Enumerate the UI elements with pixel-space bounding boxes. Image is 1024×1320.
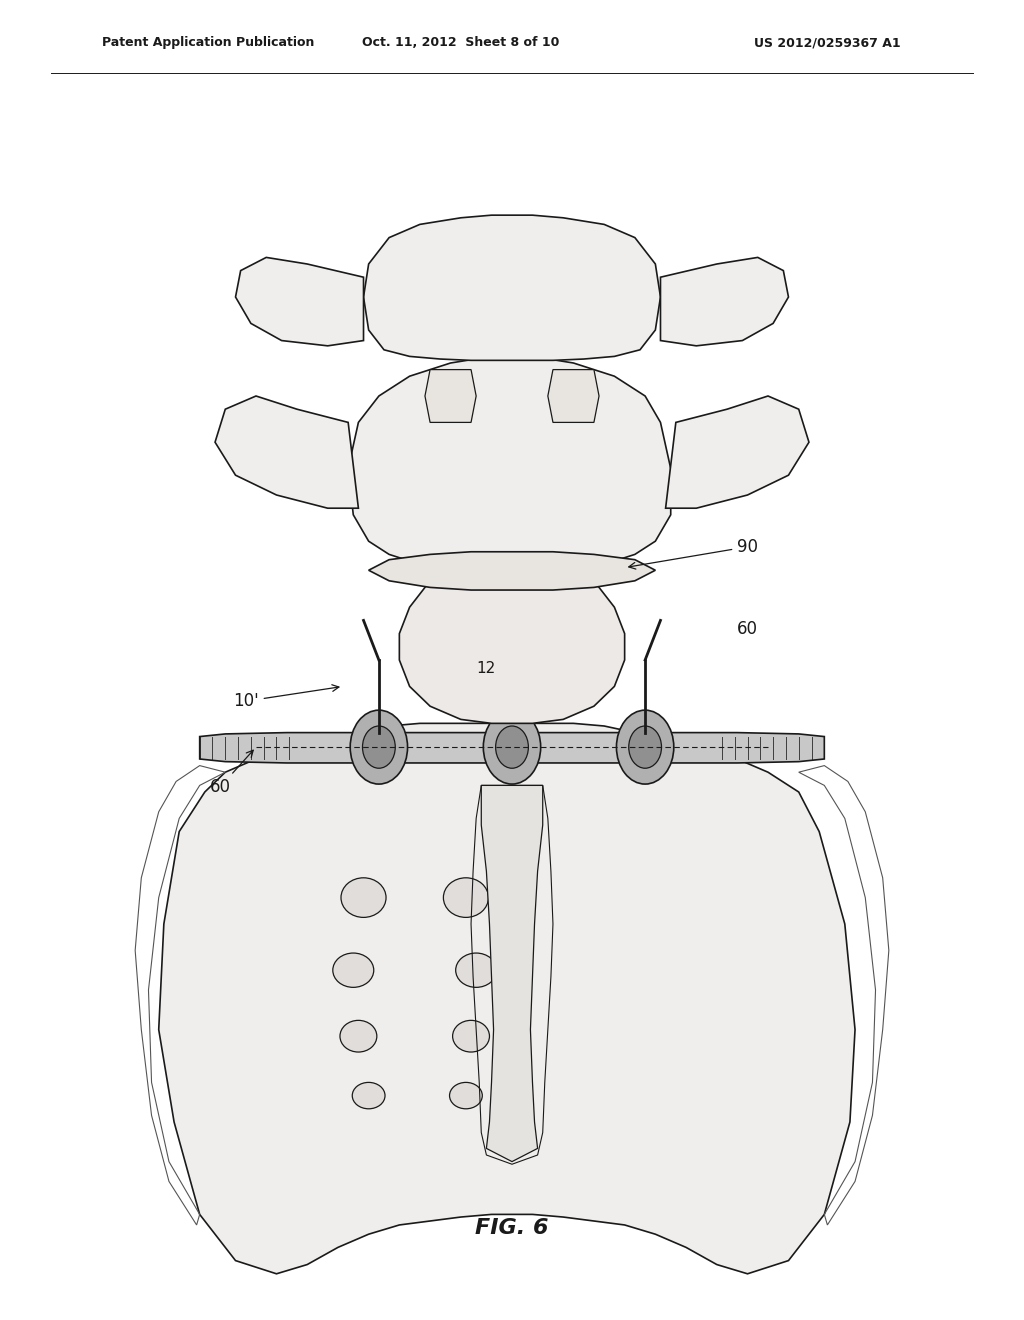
Ellipse shape [352, 1082, 385, 1109]
Text: 90: 90 [629, 537, 759, 569]
Text: 60: 60 [210, 750, 253, 796]
Ellipse shape [333, 953, 374, 987]
Ellipse shape [456, 953, 497, 987]
Polygon shape [369, 552, 655, 590]
Polygon shape [666, 396, 809, 508]
Circle shape [616, 710, 674, 784]
Polygon shape [200, 733, 824, 763]
Text: 60: 60 [737, 619, 759, 638]
Polygon shape [159, 723, 855, 1274]
Polygon shape [348, 356, 671, 570]
Text: FIG. 6: FIG. 6 [475, 1218, 549, 1238]
Polygon shape [215, 396, 358, 508]
Polygon shape [425, 370, 476, 422]
Polygon shape [364, 215, 660, 360]
Circle shape [350, 710, 408, 784]
Circle shape [483, 710, 541, 784]
Ellipse shape [450, 1082, 482, 1109]
Text: Patent Application Publication: Patent Application Publication [102, 36, 314, 49]
Text: US 2012/0259367 A1: US 2012/0259367 A1 [755, 36, 901, 49]
Text: Oct. 11, 2012  Sheet 8 of 10: Oct. 11, 2012 Sheet 8 of 10 [362, 36, 559, 49]
Circle shape [362, 726, 395, 768]
Circle shape [629, 726, 662, 768]
Ellipse shape [340, 1020, 377, 1052]
Polygon shape [236, 257, 364, 346]
Polygon shape [481, 785, 543, 1162]
Ellipse shape [453, 1020, 489, 1052]
Circle shape [496, 726, 528, 768]
Polygon shape [399, 565, 625, 723]
Ellipse shape [443, 878, 488, 917]
Ellipse shape [341, 878, 386, 917]
Polygon shape [660, 257, 788, 346]
Text: 10': 10' [232, 685, 339, 710]
Text: 12: 12 [477, 661, 496, 676]
Polygon shape [548, 370, 599, 422]
